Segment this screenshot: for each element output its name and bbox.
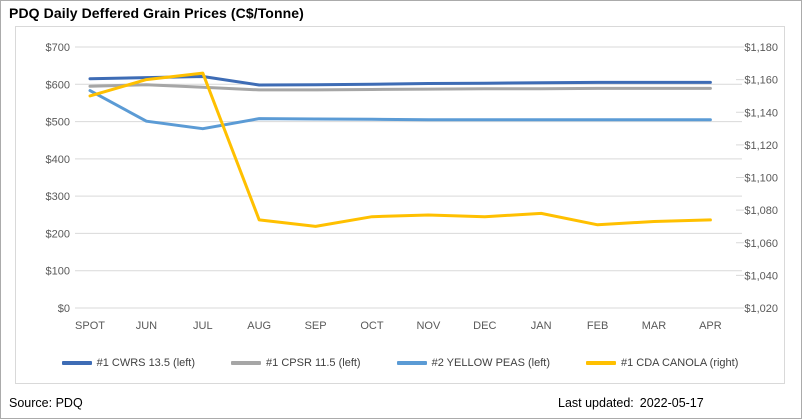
- left-axis-tick-label: $100: [46, 266, 70, 278]
- x-axis-label: SEP: [305, 320, 327, 332]
- right-axis-tick-label: $1,020: [744, 303, 778, 315]
- right-axis-tick-label: $1,080: [744, 205, 778, 217]
- legend-item: #1 CWRS 13.5 (left): [61, 357, 196, 369]
- right-axis-tick-label: $1,040: [744, 270, 778, 282]
- chart-container: $700 $600 $500 $400 $300 $200 $100 $0 $1,180 $1,1…: [15, 26, 785, 384]
- x-axis-label: FEB: [587, 320, 608, 332]
- series-line: [88, 89, 712, 131]
- series-line: [88, 75, 712, 87]
- x-axis-label: OCT: [360, 320, 384, 332]
- right-axis-tick-label: $1,140: [744, 107, 778, 119]
- right-axis-tick-label: $1,160: [744, 75, 778, 87]
- legend-label: #1 CDA CANOLA (right): [621, 357, 739, 369]
- x-axis-label: AUG: [247, 320, 271, 332]
- x-axis-label: NOV: [416, 320, 441, 332]
- right-axis-tick-label: $1,120: [744, 140, 778, 152]
- right-axis-tick-label: $1,180: [744, 42, 778, 54]
- x-axis-label: JAN: [531, 320, 552, 332]
- x-axis-label: JUN: [136, 320, 157, 332]
- series-line: [88, 83, 712, 92]
- right-axis-tick-label: $1,100: [744, 173, 778, 185]
- legend-line-marker-icon: [231, 361, 262, 365]
- line-chart: $700 $600 $500 $400 $300 $200 $100 $0 $1,180 $1,1…: [46, 42, 778, 332]
- left-axis-tick-label: $500: [46, 117, 70, 129]
- last-updated-note: Last updated: 2022-05-17: [558, 396, 704, 410]
- legend-line-marker-icon: [61, 361, 92, 365]
- x-axis-label: APR: [699, 320, 722, 332]
- x-axis-label: JUL: [193, 320, 213, 332]
- source-label: Source:: [9, 396, 53, 410]
- right-axis-tick-label: $1,060: [744, 238, 778, 250]
- legend-label: #2 YELLOW PEAS (left): [431, 357, 550, 369]
- left-axis-tick-label: $400: [46, 154, 70, 166]
- x-axis-label: MAR: [642, 320, 667, 332]
- left-axis-tick-label: $600: [46, 79, 70, 91]
- left-axis-tick-label: $300: [46, 191, 70, 203]
- left-axis-tick-label: $700: [46, 42, 70, 54]
- last-updated-label: Last updated:: [558, 396, 634, 410]
- legend-item: #2 YELLOW PEAS (left): [396, 357, 550, 369]
- legend-label: #1 CPSR 11.5 (left): [266, 357, 361, 369]
- source-note: Source: PDQ: [9, 396, 83, 410]
- legend-line-marker-icon: [586, 361, 616, 365]
- legend-label: #1 CWRS 13.5 (left): [96, 357, 196, 369]
- legend-item: #1 CPSR 11.5 (left): [231, 357, 361, 369]
- x-axis-label: DEC: [473, 320, 496, 332]
- page-title: PDQ Daily Deffered Grain Prices (C$/Tonn…: [9, 5, 304, 21]
- left-axis-tick-label: $200: [46, 228, 70, 240]
- source-value: PDQ: [55, 396, 83, 410]
- legend-item: #1 CDA CANOLA (right): [586, 357, 738, 369]
- legend-line-marker-icon: [396, 361, 427, 365]
- x-axis-label: SPOT: [75, 320, 105, 332]
- last-updated-value: 2022-05-17: [639, 396, 704, 410]
- chart-legend: #1 CWRS 13.5 (left) #1 CPSR 11.5 (left) #2…: [16, 357, 784, 369]
- series-line: [88, 71, 712, 228]
- left-axis-tick-label: $0: [58, 303, 70, 315]
